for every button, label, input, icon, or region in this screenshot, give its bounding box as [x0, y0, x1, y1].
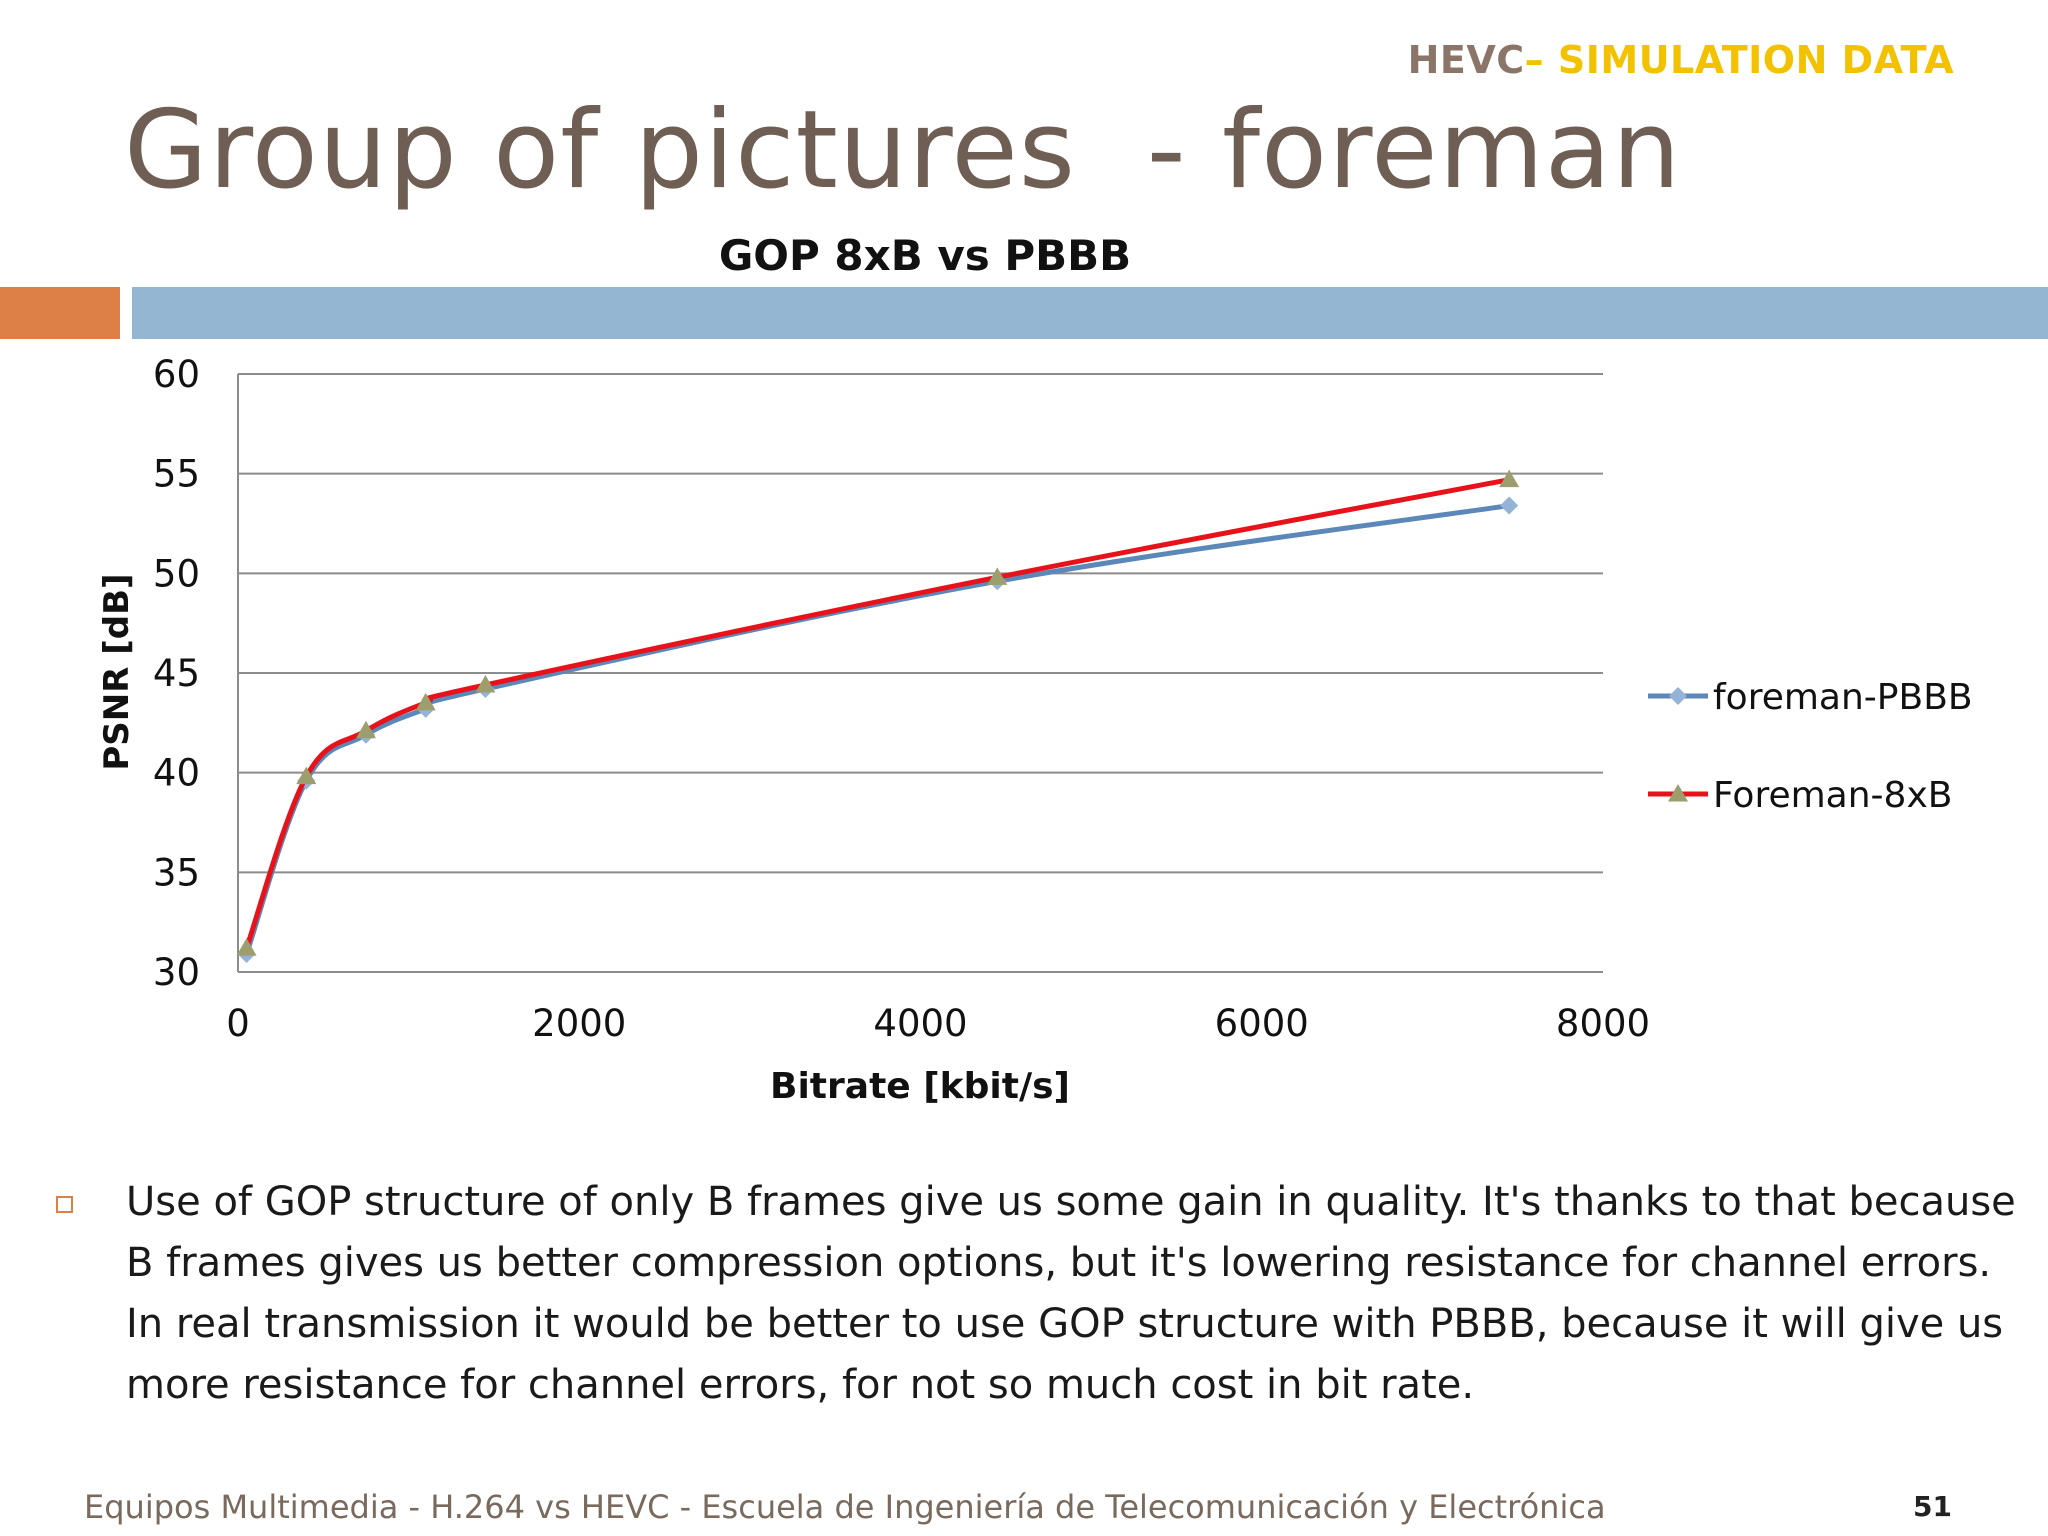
footer-text: Equipos Multimedia - H.264 vs HEVC - Esc… — [84, 1488, 1606, 1526]
legend-marker-foreman-PBBB — [1669, 687, 1687, 705]
chart-title: GOP 8xB vs PBBB — [719, 231, 1131, 280]
bullet-square — [56, 1196, 73, 1213]
legend-marker-Foreman-8xB — [1668, 784, 1688, 802]
point-Foreman-8xB — [415, 692, 436, 711]
y-axis-label: PSNR [dB] — [97, 573, 137, 770]
slide-title: Group of pictures - foreman — [124, 88, 1682, 213]
y-tick-label: 55 — [153, 453, 200, 496]
y-tick-label: 50 — [153, 552, 200, 595]
chart-legend: foreman-PBBB Foreman-8xB — [1648, 677, 1973, 816]
point-Foreman-8xB — [475, 674, 496, 693]
legend-label: foreman-PBBB — [1713, 677, 1973, 718]
page-number: 51 — [1913, 1490, 1952, 1523]
chart-gridlines — [238, 373, 1603, 874]
body-paragraph: Use of GOP structure of only B frames gi… — [126, 1179, 2016, 1408]
point-Foreman-8xB — [355, 720, 376, 739]
point-Foreman-8xB — [987, 567, 1008, 585]
x-axis-label: Bitrate [kbit/s] — [770, 1066, 1070, 1107]
legend-label: Foreman-8xB — [1713, 775, 1952, 816]
point-Foreman-8xB — [236, 938, 257, 956]
x-tick-label: 2000 — [532, 1002, 626, 1045]
series-line-Foreman-8xB — [244, 477, 1510, 949]
point-Foreman-8xB — [296, 766, 317, 785]
y-tick-label: 30 — [153, 951, 200, 994]
point-foreman-PBBB — [1500, 496, 1519, 515]
y-tick-label: 40 — [153, 752, 200, 795]
x-tick-label: 8000 — [1556, 1002, 1650, 1045]
x-tick-label: 6000 — [1215, 1002, 1309, 1045]
point-Foreman-8xB — [1499, 469, 1520, 488]
y-tick-label: 35 — [153, 851, 200, 894]
accent-bar-orange — [0, 287, 120, 339]
header-tag: HEVC– SIMULATION DATA — [1408, 38, 1954, 82]
x-tick-label: 0 — [226, 1002, 250, 1045]
y-tick-label: 60 — [153, 353, 200, 396]
chart-series — [236, 469, 1520, 964]
psnr-bitrate-chart: GOP 8xB vs PBBB 30 35 40 45 50 55 60 0 2000 4000 6… — [97, 231, 1973, 1107]
header-tag-part1: HEVC — [1407, 38, 1525, 82]
x-tick-label: 4000 — [873, 1002, 967, 1045]
accent-bar-blue — [132, 287, 2048, 339]
header-tag-part2: – SIMULATION DATA — [1524, 38, 1954, 82]
chart-axes: 30 35 40 45 50 55 60 0 2000 4000 6000 8000 — [153, 353, 1650, 1045]
y-tick-label: 45 — [153, 652, 200, 695]
